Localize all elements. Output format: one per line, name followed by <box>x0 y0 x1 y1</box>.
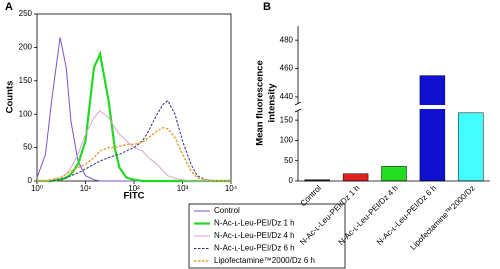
panel-label: A <box>5 1 13 13</box>
series-line <box>37 110 231 182</box>
legend-box <box>188 203 346 269</box>
bar <box>381 166 407 182</box>
x-tick-label: Lipofectamine™2000/Dz <box>408 184 476 252</box>
y-tick-label: 50 <box>284 156 293 165</box>
y-tick-label: 440 <box>280 92 294 101</box>
y-axis-label: intensity <box>267 83 278 123</box>
series-line <box>37 126 231 182</box>
legend-label: Lipofectamine™2000/Dz 6 h <box>214 256 315 265</box>
bar <box>419 75 446 182</box>
x-tick-label: 10⁰ <box>31 184 43 193</box>
x-axis-label: FITC <box>123 191 144 202</box>
bar <box>458 112 484 182</box>
legend-label: N-Ac-ʟ-Leu-PEI/Dz 1 h <box>214 219 295 228</box>
y-axis-label: Counts <box>5 81 16 114</box>
legend-label: N-Ac-ʟ-Leu-PEI/Dz 4 h <box>214 231 295 240</box>
y-tick-label: 0 <box>28 176 33 185</box>
legend-label: Control <box>214 206 240 215</box>
y-tick-label: 0 <box>289 176 294 185</box>
legend-label: N-Ac-ʟ-Leu-PEI/Dz 6 h <box>214 244 295 253</box>
axis-break-mark <box>294 101 302 106</box>
series-line <box>37 50 231 183</box>
x-tick-label: 10¹ <box>80 184 92 193</box>
y-tick-label: 150 <box>19 76 33 85</box>
y-tick-label: 100 <box>19 109 33 118</box>
x-tick-label: 10² <box>128 184 140 193</box>
y-tick-label: 150 <box>280 115 294 124</box>
y-tick-label: 250 <box>19 9 33 18</box>
series-line <box>36 37 231 182</box>
y-tick-label: 480 <box>280 35 294 44</box>
bar <box>342 173 369 182</box>
x-tick-label: 10⁴ <box>225 184 238 193</box>
panel-label: B <box>263 1 271 13</box>
x-tick-label: 10³ <box>177 184 189 193</box>
axis-break-gap <box>418 105 446 109</box>
y-tick-label: 200 <box>19 43 33 52</box>
axis-break-mark <box>294 108 302 113</box>
plot-frame <box>36 13 232 182</box>
y-axis-label: Mean fluorescence <box>255 60 266 146</box>
y-tick-label: 50 <box>23 143 32 152</box>
y-tick-label: 460 <box>280 64 294 73</box>
y-tick-label: 100 <box>280 136 294 145</box>
series-line <box>37 100 231 182</box>
